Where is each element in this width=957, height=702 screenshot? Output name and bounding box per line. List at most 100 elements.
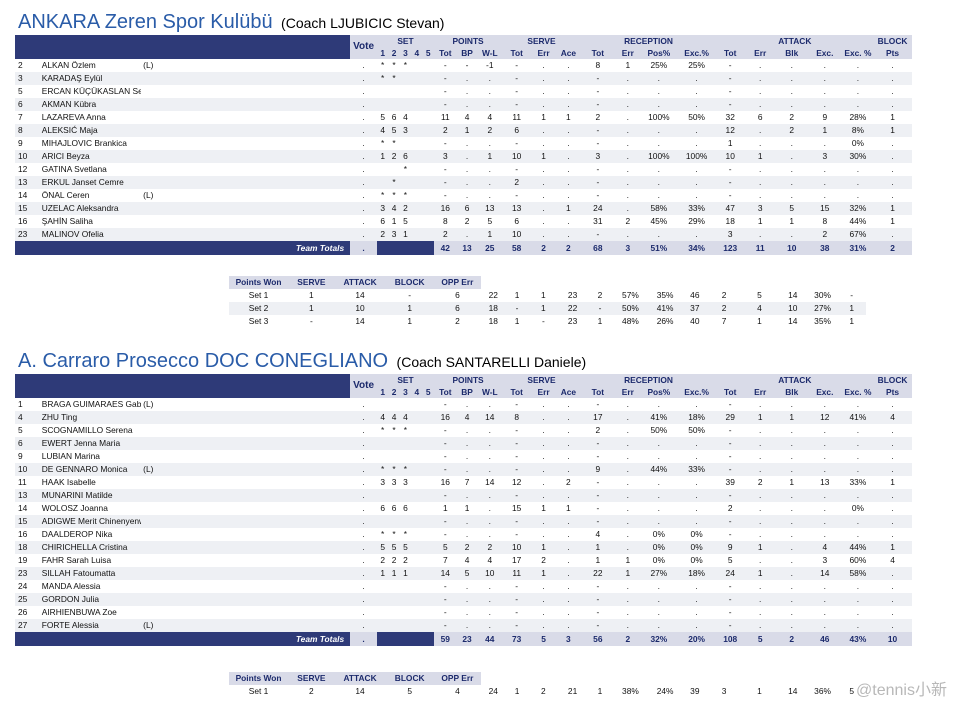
- header-subcolumn: Exc.: [807, 386, 843, 398]
- stat-cell: [411, 463, 423, 476]
- stat-cell: .: [842, 593, 874, 606]
- stat-cell: 0%: [640, 528, 677, 541]
- stat-cell: .: [744, 437, 777, 450]
- player-role: [141, 515, 351, 528]
- stat-cell: 1: [873, 111, 912, 124]
- stat-cell: *: [388, 72, 400, 85]
- player-role: [141, 215, 351, 228]
- stat-cell: .: [555, 424, 581, 437]
- set-stat-cell: 1: [385, 302, 434, 315]
- player-number: 8: [15, 124, 38, 137]
- stat-cell: 60%: [842, 554, 874, 567]
- player-role: [141, 85, 351, 98]
- stat-cell: *: [399, 59, 412, 72]
- stat-cell: 4: [456, 111, 478, 124]
- stat-cell: .: [555, 437, 581, 450]
- stat-cell: -: [580, 502, 615, 515]
- totals-cell: 51%: [640, 241, 677, 255]
- stat-cell: .: [640, 398, 677, 411]
- stat-cell: .: [873, 424, 912, 437]
- stat-cell: [422, 85, 434, 98]
- stat-cell: [377, 398, 389, 411]
- set-stat-cell: 1: [505, 315, 529, 328]
- header-subcolumn: 1: [377, 386, 389, 398]
- totals-cell: 2: [614, 632, 641, 646]
- player-number: 23: [15, 567, 38, 580]
- stat-cell: -: [433, 619, 457, 632]
- player-role: [141, 528, 351, 541]
- player-row: 4 ZHU Ting. 4 4 4 16 4 14 8.. 17. 41% 18% 29 1 1 12 41% 4: [15, 411, 946, 424]
- team-name: ANKARA Zeren Spor Kulübü: [18, 11, 273, 33]
- stat-cell: .: [676, 489, 717, 502]
- stat-cell: 3: [807, 554, 843, 567]
- stat-cell: 0%: [842, 502, 874, 515]
- player-vote: .: [350, 98, 377, 111]
- stat-cell: [411, 202, 423, 215]
- stat-cell: [422, 476, 434, 489]
- player-vote: .: [350, 137, 377, 150]
- stat-cell: [422, 450, 434, 463]
- stat-cell: *: [388, 528, 400, 541]
- header-group: ATTACK: [716, 374, 874, 386]
- player-name: AIRHIENBUWA Zoe: [37, 606, 142, 619]
- stat-cell: .: [555, 515, 581, 528]
- totals-set-cell: [411, 632, 423, 646]
- stat-cell: -: [502, 189, 532, 202]
- player-row: 24 MANDA Alessia. -.. -.. -... -.....: [15, 580, 946, 593]
- set-stat-cell: 4: [433, 685, 481, 698]
- stat-cell: .: [842, 606, 874, 619]
- totals-cell: 56: [580, 632, 615, 646]
- set-stat-cell: 5: [837, 685, 866, 698]
- stat-cell: .: [555, 228, 581, 241]
- set-stat-cell: -: [288, 315, 335, 328]
- set-label: Set 1: [229, 685, 289, 698]
- stat-cell: .: [744, 85, 777, 98]
- stat-cell: [411, 554, 423, 567]
- stat-cell: .: [477, 137, 503, 150]
- stat-cell: 15: [502, 502, 532, 515]
- player-vote: .: [350, 163, 377, 176]
- stat-cell: *: [388, 59, 400, 72]
- stat-cell: -: [502, 489, 532, 502]
- player-role: [141, 150, 351, 163]
- stat-cell: [388, 606, 400, 619]
- stat-cell: 50%: [640, 424, 677, 437]
- stat-cell: 41%: [640, 411, 677, 424]
- stat-cell: .: [477, 98, 503, 111]
- stat-cell: .: [614, 437, 641, 450]
- stat-cell: 6: [502, 215, 532, 228]
- player-name: BRAGA GUIMARAES Gabriela: [37, 398, 142, 411]
- stat-cell: [422, 398, 434, 411]
- stat-cell: *: [377, 189, 389, 202]
- stat-cell: *: [377, 137, 389, 150]
- stat-cell: .: [477, 619, 503, 632]
- stat-cell: -: [580, 619, 615, 632]
- stat-cell: 2: [477, 541, 503, 554]
- stat-cell: 9: [807, 111, 843, 124]
- player-vote: .: [350, 202, 377, 215]
- stat-cell: 4: [388, 411, 400, 424]
- stat-cell: 3: [807, 150, 843, 163]
- set-stat-cell: 2: [433, 315, 481, 328]
- header-subcolumn: W-L: [477, 386, 503, 398]
- stat-cell: *: [388, 189, 400, 202]
- set-stat-cell: -: [528, 315, 559, 328]
- stat-cell: .: [676, 163, 717, 176]
- stat-cell: .: [531, 424, 556, 437]
- stat-cell: .: [744, 515, 777, 528]
- player-name: ZHU Ting: [37, 411, 142, 424]
- stat-cell: 5: [388, 124, 400, 137]
- stat-cell: .: [744, 450, 777, 463]
- stat-cell: -: [580, 163, 615, 176]
- stat-cell: .: [873, 437, 912, 450]
- stat-cell: .: [614, 202, 641, 215]
- stat-cell: 1: [873, 124, 912, 137]
- stat-cell: -: [433, 163, 457, 176]
- stat-cell: .: [842, 72, 874, 85]
- stat-cell: .: [744, 424, 777, 437]
- player-role: [141, 450, 351, 463]
- player-role: [141, 567, 351, 580]
- player-name: ERKUL Janset Cemre: [37, 176, 142, 189]
- stat-cell: -: [716, 619, 745, 632]
- set-row: Set 1 2 14 5 4 24 1 2 21 1 38% 24% 39 3 1 14 36% 5: [229, 685, 957, 698]
